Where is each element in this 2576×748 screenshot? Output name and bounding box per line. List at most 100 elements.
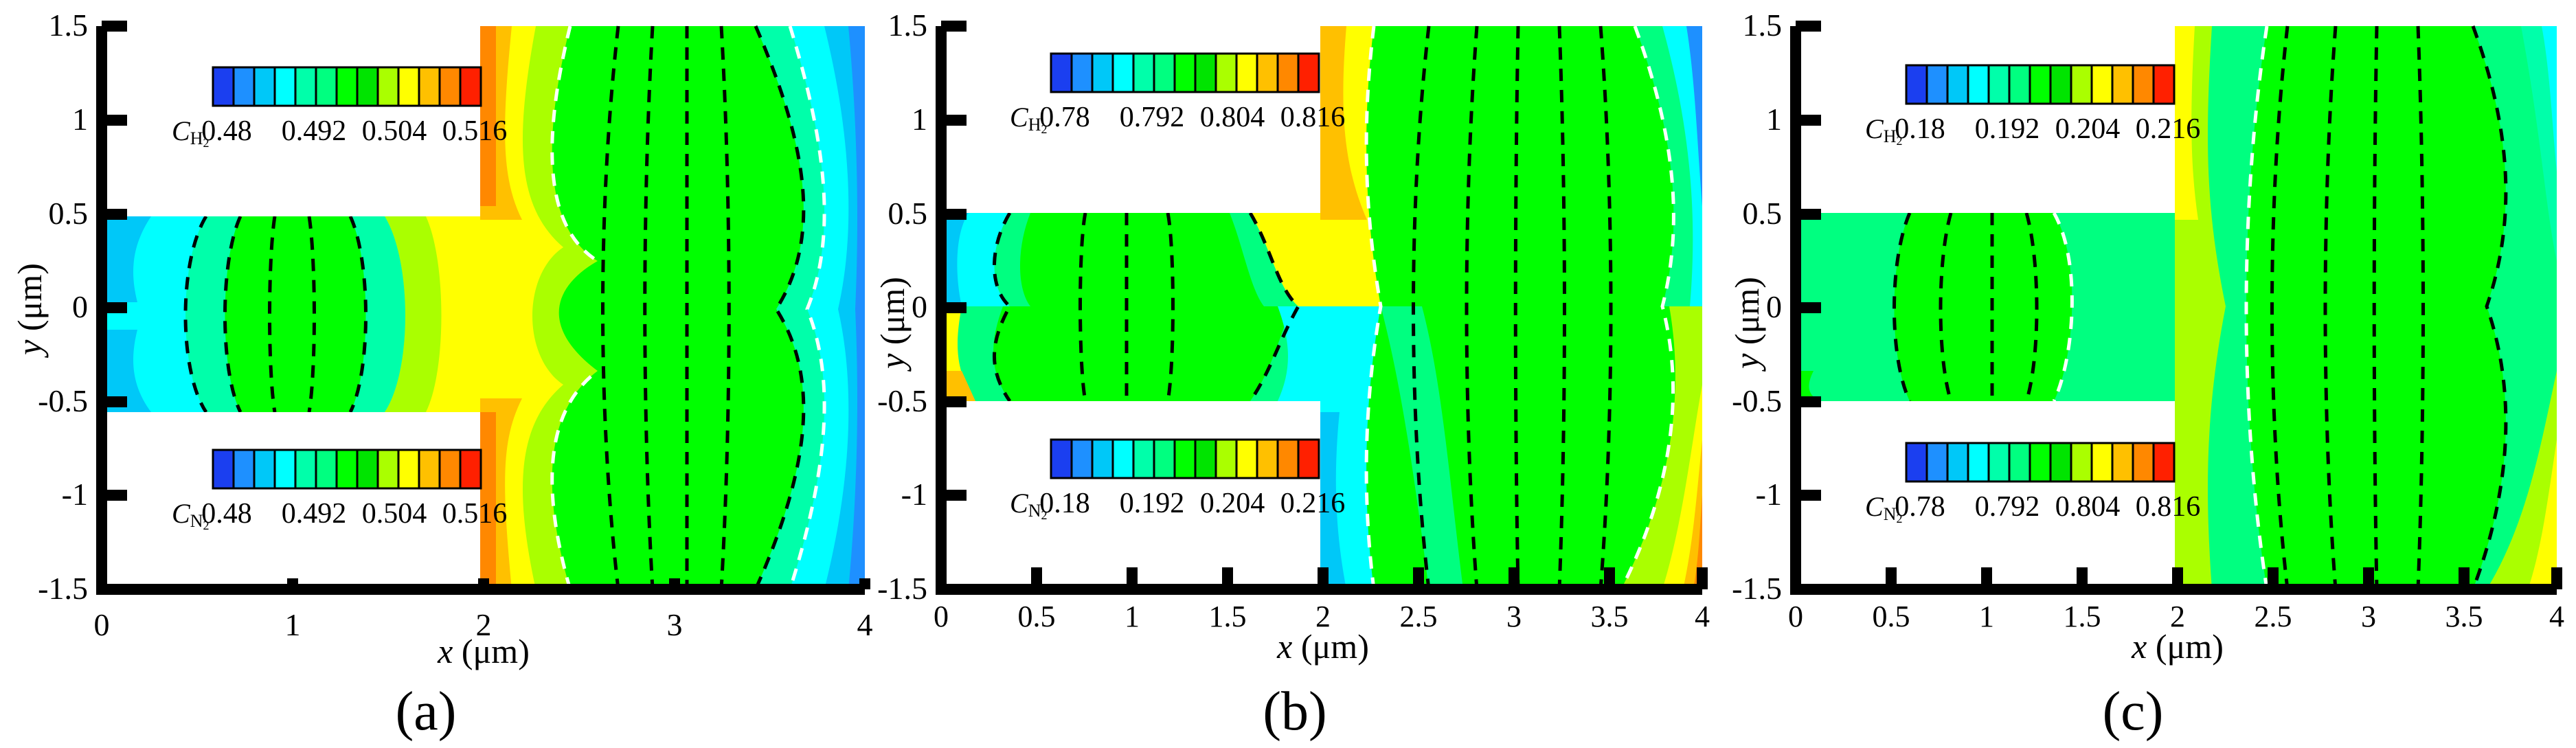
panel-b-x-tick-label: 3 <box>1506 600 1522 633</box>
legend-swatch <box>2029 64 2052 105</box>
legend-swatch <box>232 66 256 107</box>
panel-b-contour <box>1166 212 1175 402</box>
panel-b-x-tick-label: 4 <box>1695 600 1710 633</box>
legend-tick-label: 0.18 <box>1039 488 1090 519</box>
panel-c-x-tick-label: 4 <box>2549 600 2564 633</box>
legend-swatch <box>1925 442 1949 483</box>
legend-swatch <box>1946 442 1969 483</box>
legend-swatch <box>2090 442 2114 483</box>
panel-a-y-tick-label: 0.5 <box>49 196 89 231</box>
legend-swatch <box>2152 442 2176 483</box>
panel-b-x-tick-label: 2 <box>1315 600 1331 633</box>
legend-swatch <box>2008 64 2031 105</box>
panel-c-x-tick-label: 1.5 <box>2064 600 2101 633</box>
legend-swatch <box>294 66 317 107</box>
legend-tick-label: 0.504 <box>362 498 427 530</box>
panel-b-contour <box>993 212 1013 403</box>
panel-a-x-tick-label: 1 <box>285 607 301 642</box>
legend-tick-label: 0.516 <box>442 115 508 147</box>
legend-swatch <box>1276 438 1300 479</box>
panel-c-band <box>2542 26 2557 172</box>
panel-b-contour <box>1557 25 1566 590</box>
legend-tick-label: 0.192 <box>1120 488 1185 519</box>
panel-b-y-tick-label: 0.5 <box>888 196 928 231</box>
legend-swatch <box>273 449 297 490</box>
legend-swatch <box>1987 64 2011 105</box>
legend-swatch <box>397 449 420 490</box>
legend-swatch <box>335 66 359 107</box>
panel-c-x-ticks <box>1886 567 2562 589</box>
legend-swatch <box>376 66 400 107</box>
legend-tick-label: 0.804 <box>1200 102 1265 133</box>
legend-swatch <box>1091 438 1114 479</box>
legend-swatch <box>1905 442 1928 483</box>
legend-swatch <box>1153 438 1176 479</box>
panel-b-band <box>1693 495 1702 589</box>
panel-a-contour <box>348 215 368 413</box>
panel-b-x-tick-label: 1.5 <box>1209 600 1247 633</box>
panel-a: 1.5 1 0.5 0 -0.5 -1 -1.5 0 1 2 3 4 x (μm… <box>10 8 873 742</box>
panel-c-contour <box>2270 25 2290 590</box>
panel-a-contour <box>223 215 242 413</box>
panel-c-y-tick-label: 1 <box>1766 102 1782 137</box>
panel-b-contour <box>1465 25 1479 590</box>
panel-b-band <box>1278 306 1320 401</box>
panel-b-band <box>1662 26 1702 306</box>
legend-tick-label: 0.792 <box>1120 102 1185 133</box>
legend-swatch <box>2008 442 2031 483</box>
legend-tick-label: 0.792 <box>1975 491 2040 523</box>
panel-c-x-axis-label: x (μm) <box>2131 627 2224 666</box>
legend-swatch <box>2049 442 2072 483</box>
legend-swatch <box>1214 52 1238 93</box>
legend-swatch <box>2152 64 2176 105</box>
panel-c-band <box>1894 213 2072 401</box>
panel-c-contour <box>1893 212 1912 403</box>
legend-swatch <box>1194 52 1217 93</box>
panel-c-x-tick-label: 0.5 <box>1873 600 1910 633</box>
legend-swatch <box>1905 64 1928 105</box>
panel-c-y-tick-label: 0 <box>1766 289 1782 324</box>
legend-swatch <box>459 66 482 107</box>
legend-swatch <box>1173 438 1197 479</box>
panel-c-x-tick-label: 2.5 <box>2255 600 2292 633</box>
legend-swatch <box>253 66 276 107</box>
legend-swatch <box>273 66 297 107</box>
panel-a-band <box>225 216 366 412</box>
legend-tick-label: 0.492 <box>282 498 347 530</box>
panel-c-contour <box>2372 25 2379 590</box>
panel-a-y-tick-label: 1 <box>72 102 88 137</box>
panel-a-contour <box>754 25 806 591</box>
panel-b-y-ticks <box>941 21 967 501</box>
panel-c-contour <box>2024 212 2039 402</box>
panel-a-y-axis-label: y (μm) <box>10 263 49 359</box>
legend-swatch <box>1276 52 1300 93</box>
legend-tick-label: 0.48 <box>201 115 252 147</box>
legend-tick-label: 0.192 <box>1975 113 2040 145</box>
legend-swatch <box>2111 442 2134 483</box>
legend-swatch <box>356 66 379 107</box>
legend-swatch <box>2070 64 2093 105</box>
panel-b-band <box>941 371 975 401</box>
panel-b-band <box>1250 213 1320 306</box>
legend-swatch <box>1256 438 1279 479</box>
panel-a-band <box>480 26 496 206</box>
legend-symbol: CN2 <box>1010 488 1047 522</box>
legend-swatch <box>2070 442 2093 483</box>
legend-swatch <box>1256 52 1279 93</box>
panel-a-x-tick-label: 3 <box>667 607 683 642</box>
panel-b-x-ticks <box>1031 567 1708 589</box>
legend-swatch <box>1111 52 1135 93</box>
legend-tick-label: 0.816 <box>1280 102 1346 133</box>
panel-c-band <box>2521 26 2557 261</box>
panel-c-x-tick-label: 0 <box>1788 600 1803 633</box>
legend-swatch <box>1925 64 1949 105</box>
panel-a-contour <box>268 216 277 413</box>
panel-c-y-tick-label: -1.5 <box>1732 571 1782 606</box>
legend-tick-label: 0.816 <box>2136 491 2201 523</box>
panel-c-contour <box>2244 25 2269 590</box>
legend-swatch <box>232 449 256 490</box>
